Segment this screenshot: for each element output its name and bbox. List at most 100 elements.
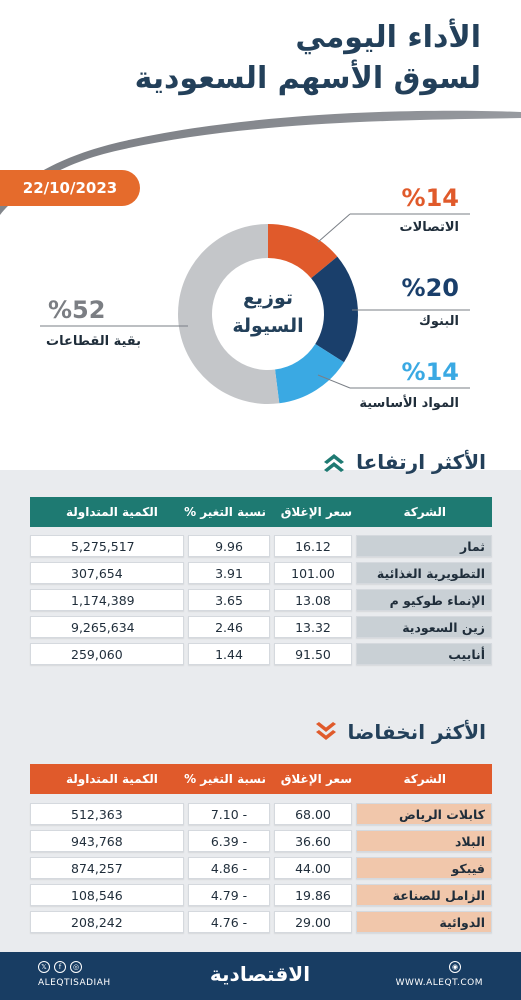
change-cell: 4.76 - [188,911,270,933]
change-cell: 3.65 [188,589,270,611]
losers-section: الأكثر انخفاضا الشركة سعر الإغلاق نسبة ا… [0,700,521,952]
page-title: الأداء اليومي لسوق الأسهم السعودية [135,18,481,100]
change-cell: 9.96 [188,535,270,557]
volume-cell: 9,265,634 [30,616,184,638]
company-cell: ثمار [356,535,492,557]
close-cell: 13.08 [274,589,352,611]
table-row: 108,546 4.79 -19.86 الزامل للصناعة [30,884,492,906]
table-row: 1,174,389 3.65 13.08 الإنماء طوكيو م [30,589,492,611]
volume-cell: 512,363 [30,803,184,825]
col-close: سعر الإغلاق [280,772,352,786]
table-row: 208,242 4.76 -29.00 الدوائية [30,911,492,933]
brand-logo: الاقتصادية [209,962,311,986]
col-volume: الكمية المتداولة [66,772,158,786]
table-row: 512,363 7.10 -68.00 كابلات الرياض [30,803,492,825]
col-close: سعر الإغلاق [280,505,352,519]
social-icons: 𝕏 f ◎ [38,961,82,973]
slice-banks [311,256,358,363]
company-cell: الدوائية [356,911,492,933]
volume-cell: 208,242 [30,911,184,933]
leader-line-materials [317,374,351,389]
donut-center-title-1: توزيع [243,287,293,309]
col-volume: الكمية المتداولة [66,505,158,519]
col-change: نسبة التغير % [184,505,266,519]
change-cell: 2.46 [188,616,270,638]
company-cell: التطويرية الغذائية [356,562,492,584]
losers-header: الأكثر انخفاضا [314,720,486,744]
change-cell: 3.91 [188,562,270,584]
company-cell: البلاد [356,830,492,852]
label-telecom: الاتصالات [399,220,459,235]
close-cell: 19.86 [274,884,352,906]
volume-cell: 1,174,389 [30,589,184,611]
slice-others [178,224,280,404]
label-banks: البنوك [418,314,459,329]
col-company: الشركة [403,505,446,519]
slice-telecom [268,224,338,279]
volume-cell: 943,768 [30,830,184,852]
volume-cell: 874,257 [30,857,184,879]
close-cell: 44.00 [274,857,352,879]
x-icon[interactable]: 𝕏 [38,961,50,973]
pct-materials: %14 [401,358,459,386]
losers-table-header: الشركة سعر الإغلاق نسبة التغير % الكمية … [30,764,492,794]
donut-hole [213,259,323,369]
close-cell: 101.00 [274,562,352,584]
close-cell: 16.12 [274,535,352,557]
gainers-title: الأكثر ارتفاعا [356,450,486,474]
label-materials: المواد الأساسية [359,396,459,411]
double-chevron-down-icon [315,722,336,740]
leader-line-telecom [317,213,351,243]
title-line-1: الأداء اليومي [295,20,481,55]
pct-others: %52 [48,296,106,324]
volume-cell: 259,060 [30,643,184,665]
gainers-section: الأكثر ارتفاعا الشركة سعر الإغلاق نسبة ا… [0,440,521,700]
change-cell: 4.86 - [188,857,270,879]
gainers-table-header: الشركة سعر الإغلاق نسبة التغير % الكمية … [30,497,492,527]
gainers-header: الأكثر ارتفاعا [322,450,486,474]
table-row: 307,654 3.91 101.00 التطويرية الغذائية [30,562,492,584]
table-row: 259,060 1.44 91.50 أنابيب [30,643,492,665]
footer-bar: 𝕏 f ◎ ALEQTISADIAH الاقتصادية ◉ WWW.ALEQ… [0,952,521,1000]
slice-materials [275,344,344,404]
company-cell: الزامل للصناعة [356,884,492,906]
site-url[interactable]: WWW.ALEQT.COM [395,978,483,988]
close-cell: 68.00 [274,803,352,825]
volume-cell: 5,275,517 [30,535,184,557]
donut-center-title-2: السيولة [232,315,303,337]
losers-title: الأكثر انخفاضا [347,720,486,744]
company-cell: زين السعودية [356,616,492,638]
double-chevron-up-icon [324,454,345,472]
close-cell: 29.00 [274,911,352,933]
change-cell: 7.10 - [188,803,270,825]
header-swoosh [0,0,521,215]
social-handle[interactable]: ALEQTISADIAH [38,978,111,988]
instagram-icon[interactable]: ◎ [70,961,82,973]
col-company: الشركة [403,772,446,786]
title-line-2: لسوق الأسهم السعودية [134,61,481,96]
pct-banks: %20 [401,274,459,302]
close-cell: 13.32 [274,616,352,638]
company-cell: فيبكو [356,857,492,879]
volume-cell: 307,654 [30,562,184,584]
table-row: 943,768 6.39 -36.60 البلاد [30,830,492,852]
close-cell: 36.60 [274,830,352,852]
change-cell: 4.79 - [188,884,270,906]
facebook-icon[interactable]: f [54,961,66,973]
date-badge: 22/10/2023 [0,170,140,206]
table-row: 874,257 4.86 -44.00 فيبكو [30,857,492,879]
pct-telecom: %14 [401,184,459,212]
company-cell: أنابيب [356,643,492,665]
volume-cell: 108,546 [30,884,184,906]
label-others: بقية القطاعات [46,334,142,349]
globe-icon: ◉ [449,961,461,973]
change-cell: 1.44 [188,643,270,665]
change-cell: 6.39 - [188,830,270,852]
company-cell: الإنماء طوكيو م [356,589,492,611]
table-row: 5,275,517 9.96 16.12 ثمار [30,535,492,557]
company-cell: كابلات الرياض [356,803,492,825]
table-row: 9,265,634 2.46 13.32 زين السعودية [30,616,492,638]
liquidity-donut-chart: توزيع السيولة [40,213,470,404]
col-change: نسبة التغير % [184,772,266,786]
hero-panel: الأداء اليومي لسوق الأسهم السعودية 22/10… [0,0,521,470]
